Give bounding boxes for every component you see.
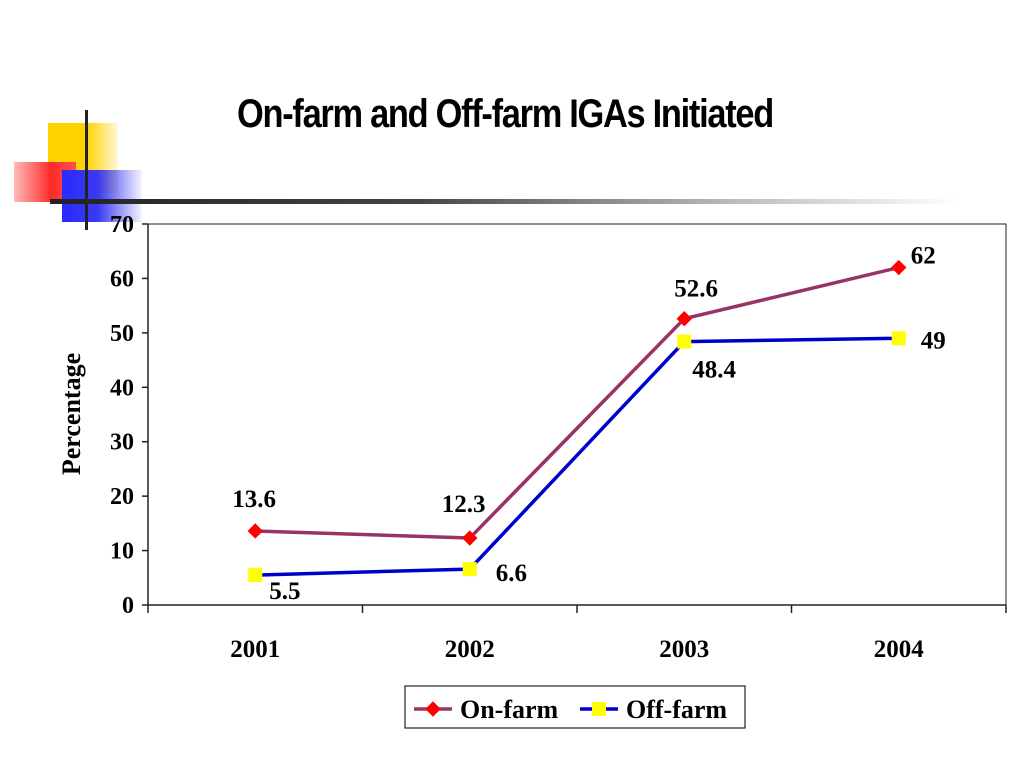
y-tick-label: 10: [110, 539, 134, 565]
legend-label: Off-farm: [626, 695, 727, 724]
y-tick-label: 0: [122, 593, 134, 619]
series-1-data-label: 6.6: [496, 560, 527, 587]
x-tick-label: 2001: [230, 636, 280, 663]
decor-blue-rectangle: [62, 170, 142, 222]
series-0-marker: [247, 523, 263, 539]
legend-label: On-farm: [460, 695, 559, 724]
y-axis-label: Percentage: [57, 353, 86, 475]
decor-horizontal-rule: [50, 199, 960, 204]
series-0-data-label: 52.6: [674, 276, 718, 303]
x-axis: 2001 2002 2003 2004: [147, 604, 1007, 663]
legend-box: [404, 685, 746, 729]
y-tick-label: 70: [110, 212, 134, 238]
series-0-marker: [425, 701, 441, 717]
series-0-marker: [891, 259, 907, 276]
series-1-data-label: 48.4: [692, 357, 736, 384]
series-1-marker: [592, 702, 606, 716]
series-1-data-label: 49: [921, 327, 946, 354]
series-1-marker: [248, 568, 263, 583]
series-0-line: [255, 265, 900, 540]
series-0-marker: [462, 530, 478, 546]
series-0-data-label: 62: [911, 243, 936, 270]
y-axis: 0 10 20 30 40 50 60 70: [110, 212, 149, 619]
series-0-marker: [676, 310, 692, 327]
y-tick-label: 60: [110, 266, 134, 292]
series-1-marker: [677, 334, 692, 349]
series-0-data-label: 13.6: [232, 486, 276, 513]
series-1-marker: [462, 562, 477, 577]
series-layer: 13.6 12.3 52.6 62 5.5 6.6 48.4 49: [232, 243, 946, 606]
x-tick-label: 2003: [659, 636, 709, 663]
slide-title: On-farm and Off-farm IGAs Initiated: [237, 92, 774, 136]
series-1-marker: [891, 331, 906, 346]
legend: On-farm Off-farm: [404, 685, 746, 729]
plot-area: [147, 223, 1007, 606]
x-tick-label: 2004: [874, 636, 925, 663]
series-1-data-label: 5.5: [269, 578, 300, 605]
y-tick-label: 20: [110, 484, 134, 510]
decor-vertical-line: [85, 110, 88, 230]
y-tick-label: 50: [110, 321, 134, 347]
y-tick-label: 40: [110, 375, 134, 401]
series-0-data-label: 12.3: [442, 491, 486, 518]
y-tick-label: 30: [110, 430, 134, 456]
series-1-line: [255, 336, 899, 577]
x-tick-label: 2002: [445, 636, 495, 663]
